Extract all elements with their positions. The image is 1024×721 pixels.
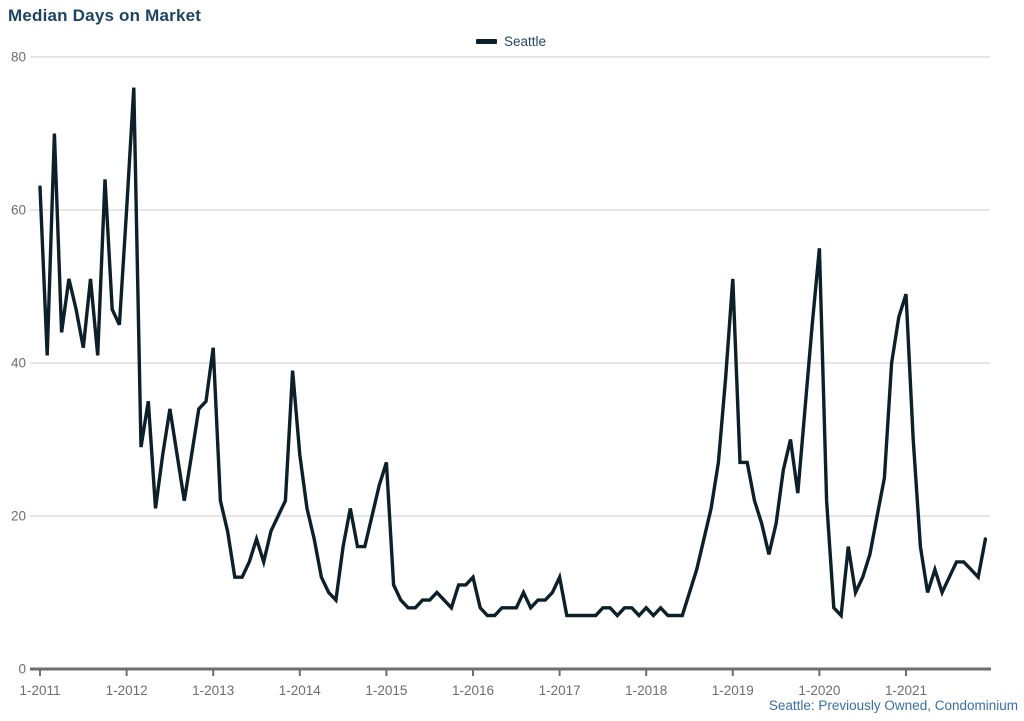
y-axis-label-40: 40	[11, 356, 26, 371]
y-axis-label-80: 80	[11, 50, 26, 65]
y-axis-label-60: 60	[11, 203, 26, 218]
x-axis-label-1-2014: 1-2014	[279, 683, 322, 698]
series-line-seattle	[38, 87, 988, 620]
x-axis-label-1-2016: 1-2016	[452, 683, 494, 698]
legend: Seattle	[476, 34, 546, 49]
x-axis-label-1-2013: 1-2013	[192, 683, 234, 698]
x-axis-label-1-2020: 1-2020	[798, 683, 840, 698]
y-axis-label-20: 20	[11, 509, 26, 524]
x-axis-label-1-2015: 1-2015	[365, 683, 407, 698]
source-note: Seattle: Previously Owned, Condominium	[768, 698, 1018, 713]
x-axis-label-1-2017: 1-2017	[539, 683, 581, 698]
x-axis-label-1-2019: 1-2019	[712, 683, 754, 698]
x-axis-label-1-2012: 1-2012	[106, 683, 148, 698]
legend-label-seattle: Seattle	[504, 34, 547, 49]
x-axis-label-1-2021: 1-2021	[885, 683, 927, 698]
x-axis-label-1-2011: 1-2011	[19, 683, 60, 698]
seattle-series-swatch-icon	[476, 39, 497, 44]
y-axis-label-0: 0	[18, 662, 26, 677]
x-axis-label-1-2018: 1-2018	[625, 683, 667, 698]
chart-title: Median Days on Market	[8, 6, 202, 25]
